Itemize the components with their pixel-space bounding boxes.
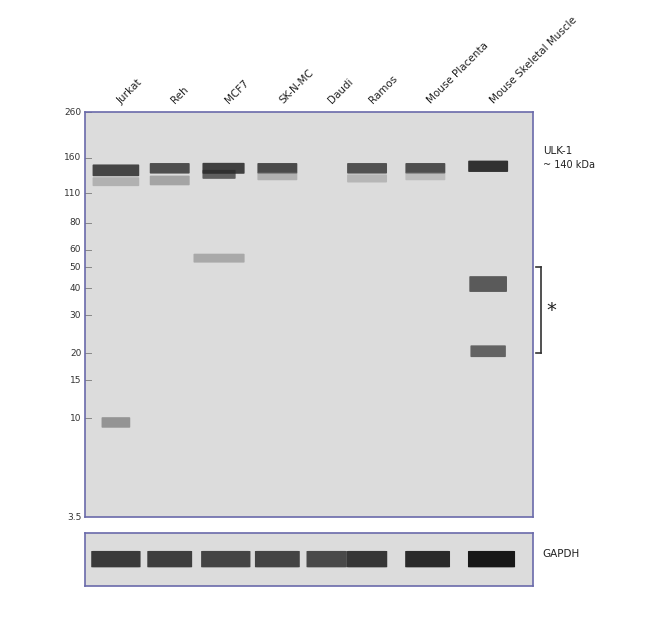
Text: 80: 80	[70, 219, 81, 227]
FancyBboxPatch shape	[405, 551, 450, 568]
FancyBboxPatch shape	[468, 161, 508, 172]
Text: Mouse Skeletal Muscle: Mouse Skeletal Muscle	[488, 16, 578, 106]
FancyBboxPatch shape	[150, 176, 190, 185]
Text: Jurkat: Jurkat	[116, 77, 144, 106]
FancyBboxPatch shape	[347, 163, 387, 174]
Text: *: *	[546, 301, 556, 320]
Text: Mouse Placenta: Mouse Placenta	[425, 41, 490, 106]
FancyBboxPatch shape	[92, 177, 139, 186]
Text: MCF7: MCF7	[224, 78, 251, 106]
Text: 15: 15	[70, 376, 81, 385]
FancyBboxPatch shape	[257, 173, 297, 180]
FancyBboxPatch shape	[406, 163, 445, 174]
FancyBboxPatch shape	[201, 551, 250, 568]
Text: Daudi: Daudi	[327, 77, 356, 106]
Text: ~ 140 kDa: ~ 140 kDa	[543, 160, 595, 170]
Text: Ramos: Ramos	[367, 74, 399, 106]
FancyBboxPatch shape	[307, 551, 347, 568]
FancyBboxPatch shape	[257, 163, 297, 174]
Text: SK-N-MC: SK-N-MC	[278, 68, 315, 106]
FancyBboxPatch shape	[347, 174, 387, 183]
FancyBboxPatch shape	[194, 254, 244, 263]
FancyBboxPatch shape	[347, 551, 387, 568]
Text: 40: 40	[70, 283, 81, 293]
FancyBboxPatch shape	[202, 163, 244, 174]
Text: 50: 50	[70, 263, 81, 272]
Text: 260: 260	[64, 108, 81, 117]
FancyBboxPatch shape	[406, 173, 445, 180]
FancyBboxPatch shape	[469, 276, 507, 292]
FancyBboxPatch shape	[202, 170, 236, 179]
FancyBboxPatch shape	[91, 551, 140, 568]
Text: Reh: Reh	[170, 85, 190, 106]
FancyBboxPatch shape	[92, 164, 139, 176]
Text: 20: 20	[70, 349, 81, 358]
Text: ULK-1: ULK-1	[543, 146, 572, 156]
Text: GAPDH: GAPDH	[543, 549, 580, 559]
FancyBboxPatch shape	[255, 551, 300, 568]
Text: 3.5: 3.5	[67, 513, 81, 521]
Text: 10: 10	[70, 414, 81, 423]
FancyBboxPatch shape	[468, 551, 515, 568]
FancyBboxPatch shape	[101, 417, 130, 428]
FancyBboxPatch shape	[148, 551, 192, 568]
Text: 60: 60	[70, 245, 81, 254]
FancyBboxPatch shape	[150, 163, 190, 174]
Text: 160: 160	[64, 153, 81, 162]
Text: 110: 110	[64, 189, 81, 197]
Text: 30: 30	[70, 311, 81, 320]
FancyBboxPatch shape	[471, 345, 506, 357]
